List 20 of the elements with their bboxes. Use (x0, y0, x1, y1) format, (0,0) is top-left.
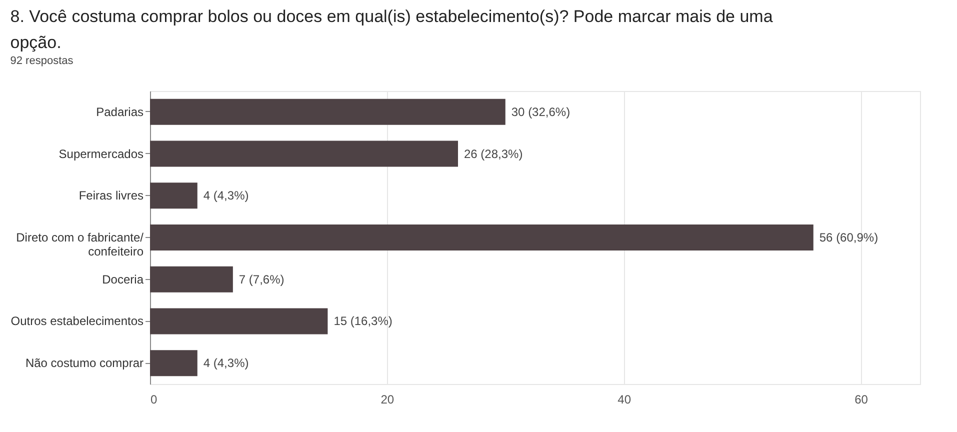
y-tick-label: Supermercados (58, 146, 144, 161)
data-label: 15 (16,3%) (334, 314, 392, 328)
data-label: 26 (28,3%) (464, 146, 523, 161)
y-tick-label: Outros estabelecimentos (10, 314, 144, 328)
data-label: 56 (60,9%) (819, 230, 878, 244)
data-label: 4 (4,3%) (203, 356, 249, 370)
y-tick-label: Direto com o fabricante/ confeiteiro (16, 230, 144, 258)
data-label: 7 (7,6%) (238, 272, 284, 286)
text: 92 respostas (10, 55, 74, 67)
data-label: 30 (32,6%) (511, 104, 570, 119)
y-tick-label: Feiras livres (78, 188, 144, 203)
y-tick-label: Doceria (102, 272, 144, 286)
x-tick-label: 40 (618, 392, 632, 406)
x-tick-label: 60 (854, 392, 868, 406)
x-tick-label: 0 (150, 392, 158, 406)
data-label: 4 (4,3%) (203, 188, 249, 203)
y-tick-label: Não costumo comprar (25, 356, 144, 370)
y-tick-label: Padarias (96, 104, 144, 119)
chart-title: 8. Você costuma comprar bolos ou doces em qual(is) estabelecimento(s)? Pode marcar mais de uma opção. (10, 7, 774, 52)
x-tick-label: 20 (380, 392, 394, 406)
